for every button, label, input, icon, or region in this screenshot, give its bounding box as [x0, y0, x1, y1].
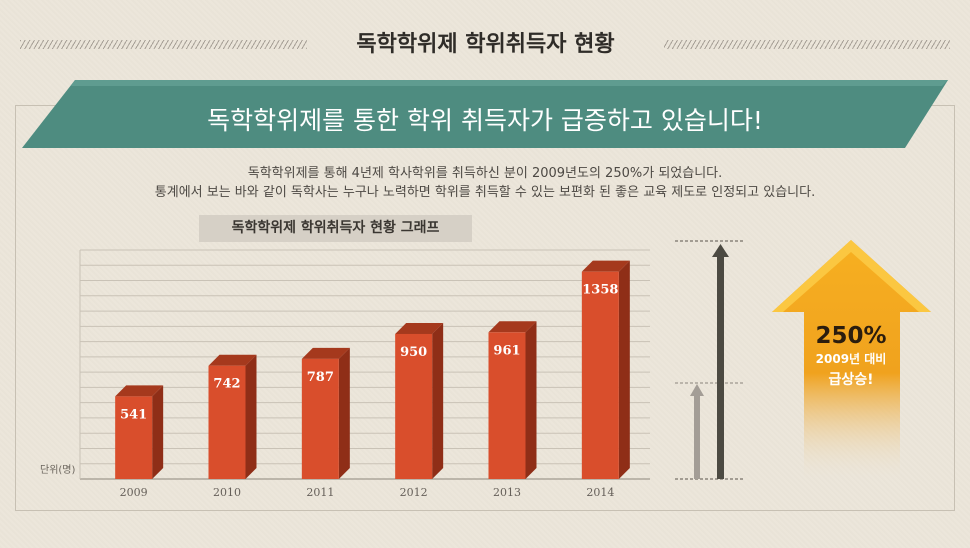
bar-top	[301, 347, 350, 359]
chart-grid	[79, 249, 650, 480]
title-hatch-right	[664, 40, 950, 49]
bar-2014	[581, 260, 630, 479]
x-tick-2010: 2010	[213, 486, 241, 499]
description-line-1: 독학학위제를 통해 4년제 학사학위를 취득하신 분이 2009년도의 250%…	[247, 166, 723, 181]
x-tick-2012: 2012	[400, 486, 428, 499]
x-tick-2013: 2013	[493, 486, 521, 499]
value-label-2011: 787	[307, 370, 334, 385]
tall-arrow-shaft	[717, 256, 724, 479]
bar-front	[301, 358, 339, 479]
value-label-2013: 961	[493, 343, 520, 358]
bar-side	[525, 321, 537, 479]
badge-comparison: 2009년 대비	[816, 351, 887, 366]
title-hatch-left	[20, 40, 307, 49]
bar-top	[115, 385, 164, 397]
bar-side	[618, 260, 630, 479]
badge-surge: 급상승!	[828, 372, 873, 388]
unit-label: 단위(명)	[40, 463, 76, 476]
bar-side	[432, 322, 444, 479]
headline-banner	[22, 80, 948, 148]
x-tick-2014: 2014	[586, 486, 614, 499]
small-arrow-head	[690, 384, 704, 396]
value-label-2014: 1358	[582, 283, 618, 298]
bar-2012	[395, 322, 444, 479]
bar-2013	[488, 321, 537, 479]
value-label-2012: 950	[400, 345, 427, 360]
value-label-2009: 541	[120, 407, 147, 422]
chart-value-labels: 541 742 787 950 961 1358	[120, 283, 618, 423]
bar-top	[395, 322, 444, 334]
growth-arrows	[675, 240, 745, 480]
small-arrow-shaft	[694, 395, 700, 479]
bar-front	[115, 396, 153, 479]
chart-x-ticks: 2009 2010 2011 2012 2013 2014	[120, 486, 615, 499]
description-line-2: 통계에서 보는 바와 같이 독학사는 누구나 노력하면 학위를 취득할 수 있는…	[154, 185, 816, 200]
chart-bars	[115, 260, 630, 479]
bar-side	[152, 385, 164, 479]
bar-front	[488, 332, 526, 479]
bar-2011	[301, 347, 350, 479]
bar-2010	[208, 354, 257, 479]
bar-front	[395, 333, 433, 479]
bar-top	[581, 260, 630, 272]
bar-2009	[115, 385, 164, 479]
value-label-2010: 742	[213, 377, 240, 392]
bar-side	[338, 347, 350, 479]
tall-arrow-head	[712, 244, 729, 257]
bar-front	[581, 271, 619, 479]
bar-side	[245, 354, 257, 479]
page-title: 독학학위제 학위취득자 현황	[356, 32, 615, 57]
badge-percent: 250%	[815, 323, 886, 349]
banner-headline: 독학학위제를 통한 학위 취득자가 급증하고 있습니다!	[207, 106, 763, 135]
chart-title: 독학학위제 학위취득자 현황 그래프	[199, 215, 472, 242]
bar-top	[208, 354, 257, 366]
x-tick-2011: 2011	[306, 486, 334, 499]
growth-badge: 250% 2009년 대비 급상승!	[772, 240, 931, 482]
x-tick-2009: 2009	[120, 486, 148, 499]
bar-front	[208, 365, 246, 479]
bar-top	[488, 321, 537, 333]
